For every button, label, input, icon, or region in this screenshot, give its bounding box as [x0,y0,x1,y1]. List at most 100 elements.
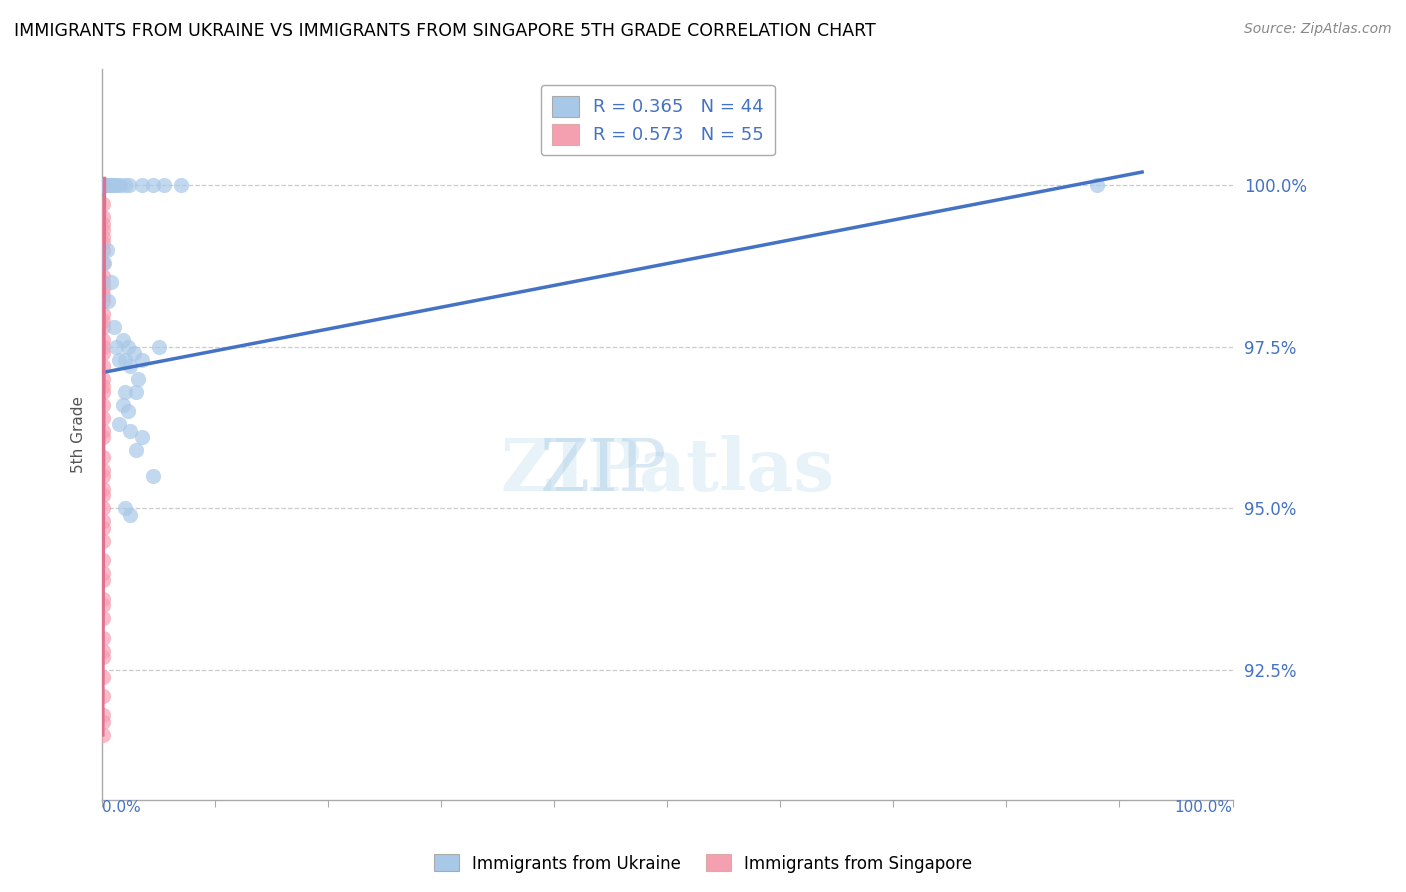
Point [93,178,115,192]
Point [91,650,114,665]
Point [91,229,114,244]
Point [170,178,193,192]
Point [91,372,114,386]
Legend: Immigrants from Ukraine, Immigrants from Singapore: Immigrants from Ukraine, Immigrants from… [427,847,979,880]
Point [153,178,176,192]
Point [142,178,165,192]
Point [91,424,114,438]
Point [91,314,114,328]
Point [101,178,124,192]
Point [91,689,114,703]
Point [91,708,114,723]
Point [96,178,118,192]
Point [91,346,114,360]
Point [91,243,114,257]
Point [91,515,114,529]
Point [91,592,114,607]
Point [91,178,114,192]
Point [91,255,114,269]
Point [91,553,114,567]
Point [91,294,114,309]
Point [91,281,114,295]
Point [125,443,148,458]
Point [131,430,153,444]
Point [91,211,114,225]
Point [91,501,114,516]
Point [120,424,142,438]
Point [91,611,114,625]
Point [114,384,136,399]
Point [122,346,145,360]
Point [91,482,114,496]
Point [105,178,128,192]
Point [91,275,114,289]
Point [93,178,115,192]
Point [91,307,114,321]
Point [93,178,115,192]
Point [98,178,121,192]
Point [114,501,136,516]
Point [91,398,114,412]
Point [100,275,122,289]
Point [91,288,114,302]
Point [91,378,114,392]
Point [127,372,149,386]
Point [148,340,170,354]
Point [111,398,134,412]
Point [91,670,114,684]
Point [91,320,114,334]
Point [91,178,114,192]
Point [91,462,114,476]
Point [91,268,114,283]
Point [91,488,114,502]
Point [91,197,114,211]
Point [103,320,125,334]
Point [91,236,114,251]
Y-axis label: 5th Grade: 5th Grade [72,395,86,473]
Point [108,417,131,432]
Point [91,359,114,373]
Point [91,333,114,347]
Point [91,599,114,613]
Point [108,352,131,367]
Point [111,333,134,347]
Text: IMMIGRANTS FROM UKRAINE VS IMMIGRANTS FROM SINGAPORE 5TH GRADE CORRELATION CHART: IMMIGRANTS FROM UKRAINE VS IMMIGRANTS FR… [14,22,876,40]
Point [91,217,114,231]
Point [94,178,117,192]
Point [91,644,114,658]
Point [93,255,115,269]
Point [91,714,114,729]
Point [142,469,165,483]
Point [91,566,114,581]
Point [91,450,114,464]
Point [117,404,139,418]
Point [114,178,136,192]
Text: 0.0%: 0.0% [103,799,141,814]
Point [93,178,115,192]
Point [91,430,114,444]
Point [91,728,114,742]
Text: Source: ZipAtlas.com: Source: ZipAtlas.com [1244,22,1392,37]
Point [131,178,153,192]
Point [96,243,118,257]
Point [97,178,120,192]
Point [117,340,139,354]
Point [97,294,120,309]
Point [91,340,114,354]
Point [120,359,142,373]
Point [91,631,114,645]
Point [91,384,114,399]
Point [100,178,122,192]
Point [131,352,153,367]
Point [91,573,114,587]
Point [110,178,132,192]
Legend: R = 0.365   N = 44, R = 0.573   N = 55: R = 0.365 N = 44, R = 0.573 N = 55 [541,85,775,155]
Point [91,521,114,535]
Point [91,469,114,483]
Point [91,533,114,548]
Text: ZIP: ZIP [540,435,668,506]
Point [91,410,114,425]
Point [118,178,141,192]
Point [125,384,148,399]
Point [93,178,115,192]
